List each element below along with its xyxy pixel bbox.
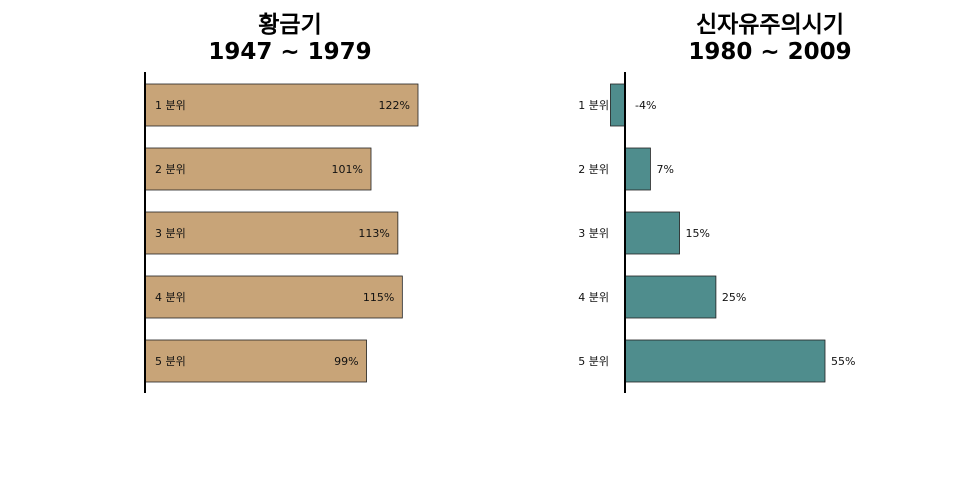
value-label: 15% (686, 227, 710, 240)
category-label: 4 분위 (155, 291, 186, 304)
bar-group: 1 분위 122% 2 분위 101% 3 분위 113% 4 분위 115% 5 분위 99% (144, 83, 419, 383)
bar-3 (624, 211, 680, 255)
chart-title-line-2: 1980 ~ 2009 (688, 39, 851, 65)
bar-2 (144, 147, 372, 191)
neoliberal-era-chart: 신자유주의시기 1980 ~ 2009 1 분위 -4% 2 분위 7% 3 분위 15%… (578, 12, 855, 393)
chart-title-line-1: 신자유주의시기 (696, 12, 844, 38)
category-label: 2 분위 (155, 163, 186, 176)
bar-5 (144, 339, 367, 383)
bar-2 (624, 147, 651, 191)
category-label: 3 분위 (578, 227, 609, 240)
bar-4 (144, 275, 403, 319)
category-label: 5 분위 (578, 355, 609, 368)
value-label: 7% (656, 163, 673, 176)
bar-5 (624, 339, 826, 383)
value-label: 101% (332, 163, 363, 176)
category-label: 3 분위 (155, 227, 186, 240)
category-label: 4 분위 (578, 291, 609, 304)
value-label: 99% (334, 355, 358, 368)
bar-group: 1 분위 -4% 2 분위 7% 3 분위 15% 4 분위 25% 5 분위 55% (578, 83, 855, 383)
value-label: -4% (635, 99, 656, 112)
value-label: 113% (358, 227, 389, 240)
category-label: 2 분위 (578, 163, 609, 176)
golden-age-chart: 황금기 1947 ~ 1979 1 분위 122% 2 분위 101% 3 분위 113%… (144, 12, 419, 393)
category-label: 1 분위 (155, 99, 186, 112)
category-label: 5 분위 (155, 355, 186, 368)
bar-4 (624, 275, 717, 319)
bar-3 (144, 211, 399, 255)
value-label: 55% (831, 355, 855, 368)
value-label: 25% (722, 291, 746, 304)
bar-1 (610, 83, 626, 127)
chart-title-line-2: 1947 ~ 1979 (208, 39, 371, 65)
bar-1 (144, 83, 419, 127)
chart-title-line-1: 황금기 (258, 12, 321, 38)
value-label: 122% (379, 99, 410, 112)
category-label: 1 분위 (578, 99, 609, 112)
value-label: 115% (363, 291, 394, 304)
